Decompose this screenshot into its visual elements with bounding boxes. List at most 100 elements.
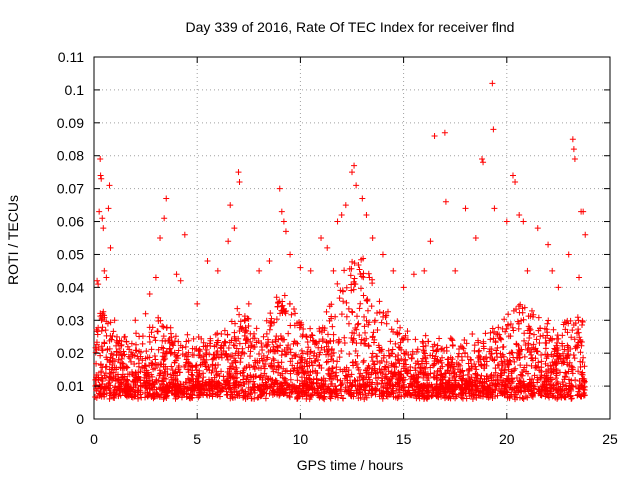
data-point bbox=[270, 343, 277, 350]
data-point bbox=[189, 394, 196, 401]
data-point bbox=[554, 379, 561, 386]
data-point bbox=[301, 356, 308, 363]
data-point bbox=[498, 336, 505, 343]
data-point bbox=[547, 335, 554, 342]
data-point bbox=[540, 388, 547, 395]
data-point bbox=[160, 333, 167, 340]
data-point bbox=[378, 380, 385, 387]
data-point bbox=[543, 368, 550, 375]
data-point bbox=[452, 386, 459, 393]
data-point bbox=[220, 347, 227, 354]
data-point bbox=[328, 376, 335, 383]
data-point bbox=[495, 324, 502, 331]
data-point bbox=[349, 359, 356, 366]
data-point bbox=[541, 384, 548, 391]
x-tick-label: 15 bbox=[396, 431, 412, 447]
data-point bbox=[335, 336, 342, 343]
data-point bbox=[356, 266, 363, 273]
data-point bbox=[172, 333, 179, 340]
data-point bbox=[340, 288, 346, 295]
data-point bbox=[454, 353, 461, 360]
data-point bbox=[487, 329, 494, 336]
data-point bbox=[318, 344, 325, 351]
data-point bbox=[501, 392, 508, 399]
data-point bbox=[538, 351, 545, 358]
data-point bbox=[268, 320, 275, 327]
data-point bbox=[368, 303, 375, 310]
data-point bbox=[480, 159, 487, 166]
data-point bbox=[267, 375, 274, 382]
x-tick-label: 25 bbox=[602, 431, 618, 447]
data-point bbox=[103, 274, 110, 281]
data-point bbox=[442, 379, 449, 386]
data-point bbox=[449, 374, 456, 381]
data-point bbox=[506, 361, 513, 368]
data-point bbox=[336, 295, 343, 302]
data-point bbox=[351, 275, 358, 282]
data-point bbox=[376, 387, 383, 394]
data-point bbox=[304, 363, 311, 370]
data-point bbox=[576, 334, 583, 341]
data-point bbox=[359, 390, 366, 397]
data-point bbox=[368, 354, 375, 361]
x-axis-label: GPS time / hours bbox=[297, 457, 404, 473]
data-point bbox=[363, 383, 370, 390]
data-point bbox=[568, 334, 575, 341]
data-point bbox=[200, 370, 207, 377]
data-point bbox=[570, 322, 577, 329]
data-point bbox=[481, 384, 488, 391]
data-point bbox=[120, 376, 127, 383]
data-point bbox=[502, 364, 509, 371]
data-point bbox=[294, 360, 301, 367]
data-point bbox=[433, 374, 440, 381]
data-point bbox=[363, 211, 370, 218]
data-point bbox=[328, 353, 335, 360]
data-point bbox=[318, 364, 325, 371]
data-point bbox=[461, 384, 468, 391]
data-point bbox=[499, 325, 506, 332]
data-point bbox=[273, 294, 280, 301]
data-point bbox=[186, 380, 193, 387]
data-point bbox=[195, 347, 202, 354]
data-point bbox=[506, 350, 513, 357]
data-point bbox=[239, 349, 246, 356]
data-point bbox=[323, 351, 330, 358]
data-point bbox=[468, 392, 475, 399]
data-point bbox=[324, 348, 331, 355]
data-point bbox=[324, 331, 331, 338]
data-point bbox=[195, 373, 202, 380]
data-point bbox=[283, 344, 290, 351]
data-point bbox=[299, 382, 306, 389]
data-point bbox=[381, 363, 388, 370]
data-point bbox=[394, 318, 401, 325]
data-point bbox=[398, 393, 405, 400]
data-point bbox=[334, 218, 341, 225]
data-point bbox=[424, 386, 431, 393]
data-point bbox=[516, 211, 523, 218]
data-point bbox=[243, 376, 250, 383]
data-point bbox=[365, 321, 372, 328]
data-point bbox=[301, 378, 308, 385]
data-point bbox=[353, 340, 360, 347]
data-point bbox=[151, 353, 158, 360]
data-point bbox=[146, 324, 153, 331]
data-point bbox=[411, 391, 418, 398]
data-point bbox=[509, 172, 516, 179]
data-point bbox=[535, 363, 542, 370]
data-point bbox=[155, 377, 162, 384]
data-point bbox=[211, 343, 218, 350]
data-point bbox=[516, 394, 523, 401]
data-point bbox=[275, 299, 282, 306]
data-point bbox=[98, 343, 105, 350]
data-point bbox=[333, 386, 340, 393]
data-point bbox=[290, 367, 297, 374]
data-point bbox=[471, 377, 478, 384]
data-point bbox=[240, 380, 247, 387]
data-point bbox=[256, 351, 263, 358]
data-point bbox=[370, 339, 377, 346]
data-point bbox=[98, 368, 105, 375]
data-point bbox=[171, 390, 178, 397]
data-point bbox=[553, 335, 560, 342]
data-point bbox=[459, 375, 466, 382]
data-point bbox=[128, 340, 135, 347]
